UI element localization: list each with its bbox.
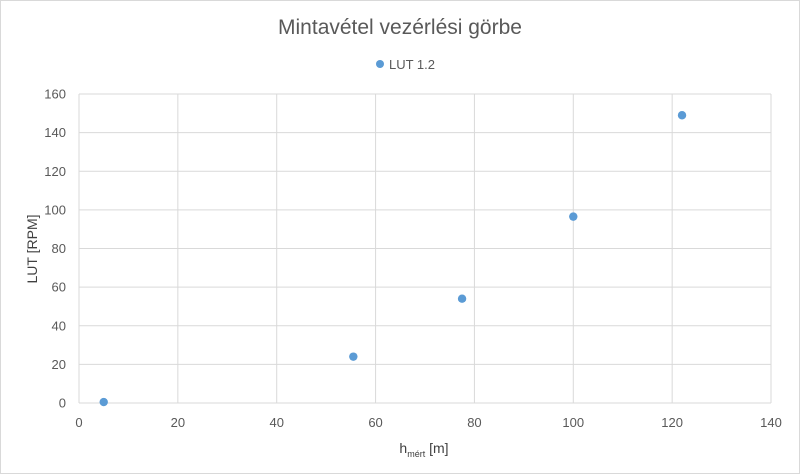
data-point	[349, 352, 358, 361]
data-point	[569, 212, 578, 221]
y-axis-title: LUT [RPM]	[24, 215, 40, 284]
x-axis-ticks: 0 20 40 60 80 100 120 140	[75, 415, 781, 430]
data-point	[677, 111, 687, 120]
x-axis-title-main: h	[399, 440, 407, 456]
x-tick-label: 0	[75, 415, 82, 430]
chart-title: Mintavétel vezérlési görbe	[278, 16, 522, 39]
x-tick-label: 100	[562, 415, 584, 430]
y-tick-label: 100	[44, 202, 66, 217]
y-tick-label: 20	[52, 357, 66, 372]
x-tick-label: 80	[467, 415, 481, 430]
data-point	[457, 294, 467, 303]
y-tick-label: 0	[59, 396, 66, 411]
legend-marker	[376, 60, 384, 68]
legend-label: LUT 1.2	[389, 57, 435, 72]
data-points	[99, 111, 687, 407]
x-tick-label: 60	[368, 415, 382, 430]
x-axis-title: hmért [m]	[399, 440, 448, 459]
y-tick-label: 40	[52, 318, 66, 333]
gridlines	[78, 93, 772, 404]
x-axis-title-unit: [m]	[425, 440, 448, 456]
y-tick-label: 120	[44, 164, 66, 179]
y-tick-label: 140	[44, 125, 66, 140]
y-axis-ticks: 0 20 40 60 80 100 120 140 160	[44, 87, 66, 411]
y-tick-label: 80	[52, 241, 66, 256]
data-point	[99, 397, 108, 407]
x-tick-label: 20	[171, 415, 185, 430]
x-tick-label: 40	[269, 415, 283, 430]
x-tick-label: 120	[661, 415, 683, 430]
legend: LUT 1.2	[376, 57, 435, 72]
y-tick-label: 60	[52, 280, 66, 295]
y-tick-label: 160	[44, 87, 66, 102]
x-axis-title-subscript: mért	[407, 449, 425, 459]
x-tick-label: 140	[760, 415, 782, 430]
